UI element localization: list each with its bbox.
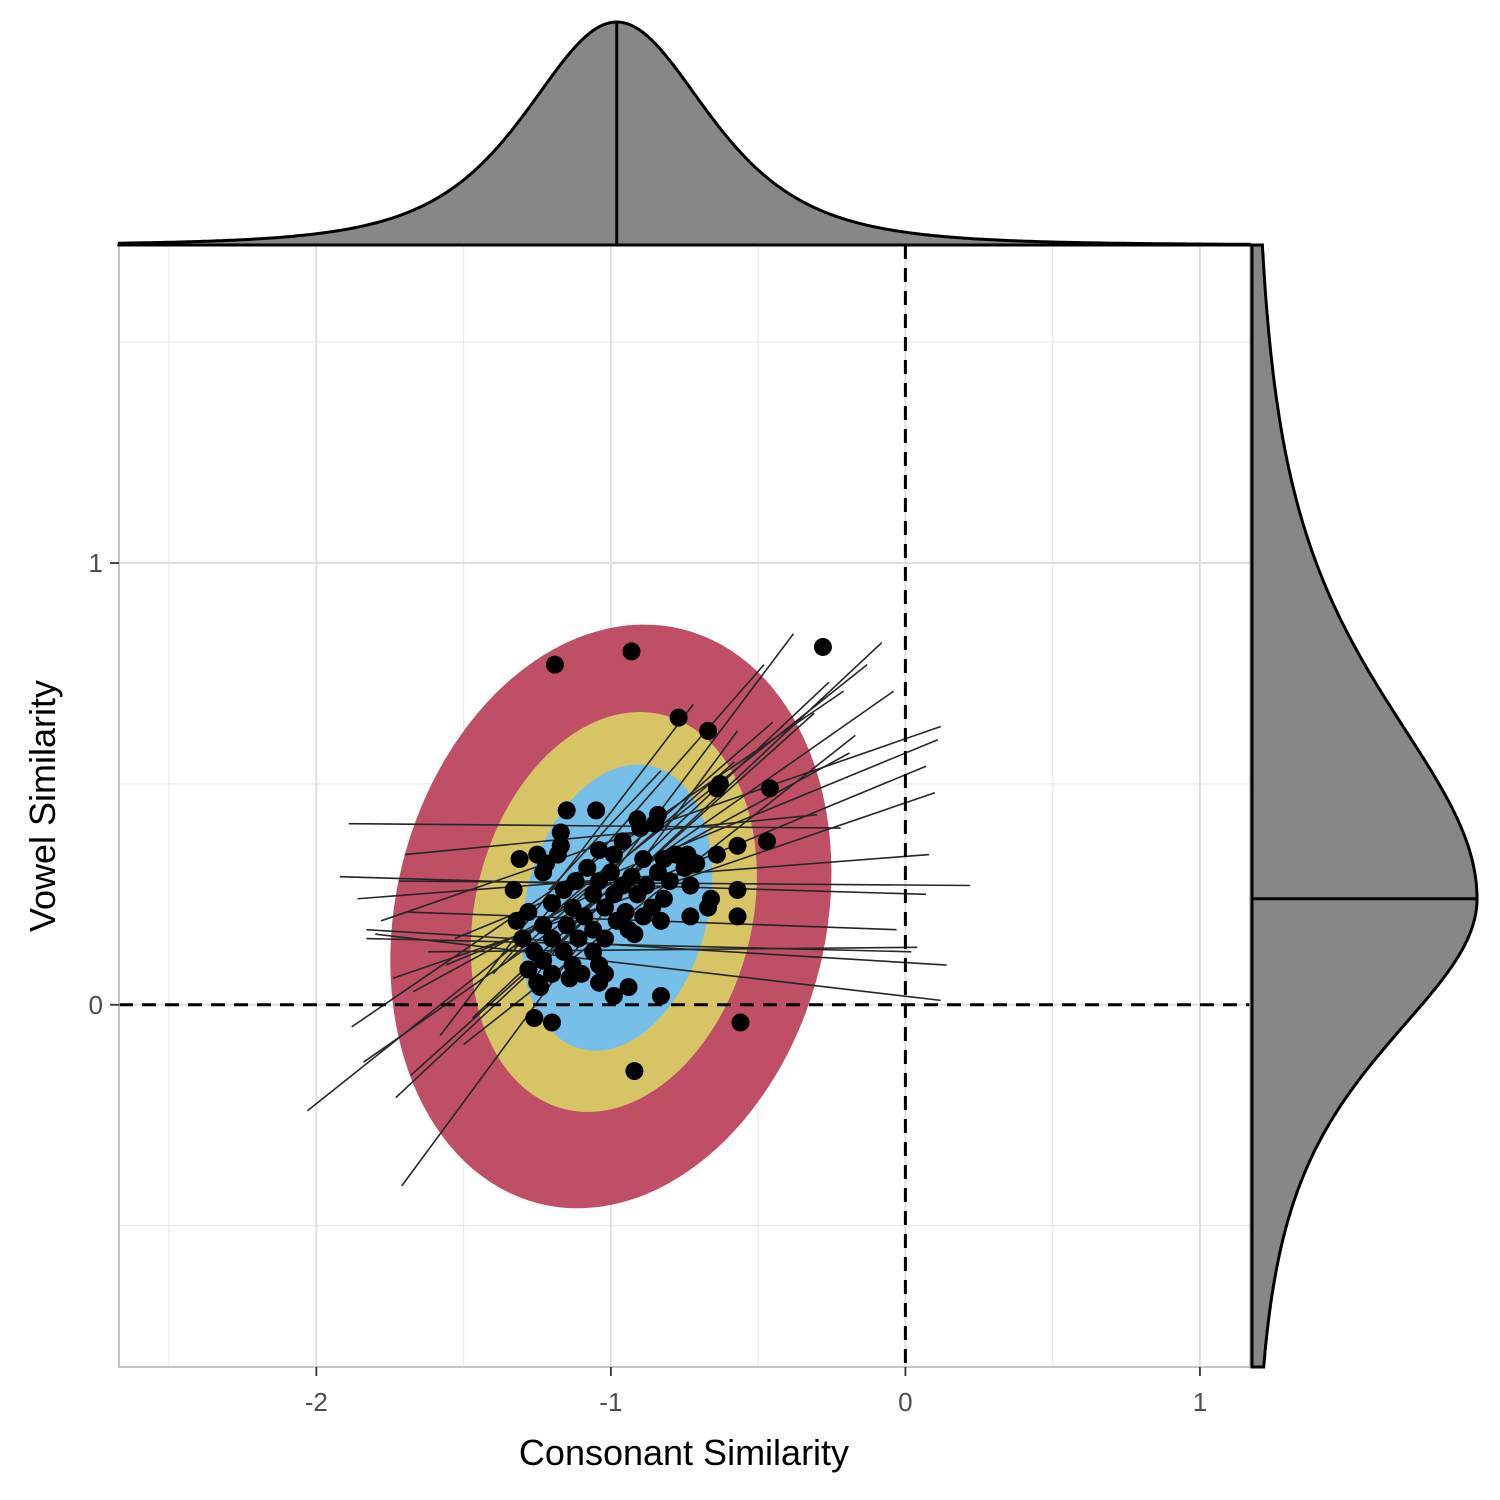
data-point: [634, 907, 653, 926]
data-point: [525, 1009, 544, 1028]
data-point: [569, 929, 588, 948]
data-point: [575, 907, 594, 926]
data-point: [699, 898, 718, 917]
data-point: [681, 907, 700, 926]
data-point: [554, 942, 573, 961]
data-point: [634, 850, 653, 869]
data-point: [619, 978, 638, 997]
data-point: [584, 885, 603, 904]
y-tick-label: 0: [89, 990, 103, 1020]
regression-segments: [307, 633, 971, 1187]
data-point: [760, 779, 779, 798]
data-point: [710, 774, 729, 793]
data-point: [531, 978, 550, 997]
data-point: [534, 916, 553, 935]
regression-segment: [366, 937, 912, 953]
data-point: [548, 845, 567, 864]
data-point: [731, 1013, 750, 1032]
x-tick-label: -2: [305, 1387, 328, 1417]
right-marginal-density: [1250, 243, 1479, 1369]
data-point: [587, 801, 606, 820]
data-point: [813, 637, 832, 656]
x-axis-title: Consonant Similarity: [519, 1432, 849, 1473]
data-point: [707, 845, 726, 864]
regression-segment: [548, 770, 662, 891]
data-point: [681, 876, 700, 895]
data-point: [651, 911, 670, 930]
data-point: [651, 986, 670, 1005]
data-point: [613, 832, 632, 851]
data-point: [604, 885, 623, 904]
data-point: [557, 916, 576, 935]
y-axis-title: Vowel Similarity: [22, 680, 63, 932]
data-point: [625, 925, 644, 944]
data-point: [590, 841, 609, 860]
data-point: [510, 850, 529, 869]
data-point: [590, 973, 609, 992]
data-point: [622, 642, 641, 661]
data-point: [595, 929, 614, 948]
data-point: [628, 885, 647, 904]
data-point: [604, 986, 623, 1005]
data-point: [557, 801, 576, 820]
data-point: [631, 819, 650, 838]
data-point: [595, 898, 614, 917]
top-marginal-density: [117, 20, 1254, 247]
data-point: [519, 960, 538, 979]
data-point: [728, 880, 747, 899]
regression-segment: [348, 822, 841, 829]
data-point: [560, 969, 579, 988]
x-axis-ticks: -2 -1 0 1: [305, 1367, 1207, 1417]
x-tick-label: 1: [1193, 1387, 1207, 1417]
regression-segment: [428, 946, 918, 953]
data-point: [542, 929, 561, 948]
y-tick-label: 1: [89, 548, 103, 578]
data-point: [534, 863, 553, 882]
data-point: [542, 894, 561, 913]
right-density-curve: [1250, 243, 1479, 1369]
data-point: [660, 872, 679, 891]
data-point: [669, 708, 688, 727]
data-points: [504, 637, 832, 1081]
data-point: [534, 951, 553, 970]
data-point: [728, 836, 747, 855]
regression-segment: [357, 853, 930, 900]
regression-segment: [463, 734, 856, 1046]
data-point: [675, 858, 694, 877]
data-point: [507, 911, 526, 930]
reference-lines: [119, 245, 1250, 1367]
data-point: [578, 858, 597, 877]
data-point: [699, 721, 718, 740]
data-point: [728, 907, 747, 926]
data-point: [625, 1062, 644, 1081]
y-axis-ticks: 01: [89, 548, 119, 1020]
x-tick-label: -1: [599, 1387, 622, 1417]
data-point: [646, 814, 665, 833]
data-point: [551, 823, 570, 842]
data-point: [604, 845, 623, 864]
data-point: [757, 832, 776, 851]
data-point: [504, 880, 523, 899]
top-density-curve: [117, 20, 1254, 247]
data-point: [513, 929, 532, 948]
regression-segment: [404, 814, 818, 856]
data-point: [542, 964, 561, 983]
regression-segment: [375, 933, 941, 1002]
regression-segment: [454, 739, 939, 940]
data-point: [554, 880, 573, 899]
x-tick-label: 0: [898, 1387, 912, 1417]
data-point: [542, 1013, 561, 1032]
data-point: [545, 655, 564, 674]
